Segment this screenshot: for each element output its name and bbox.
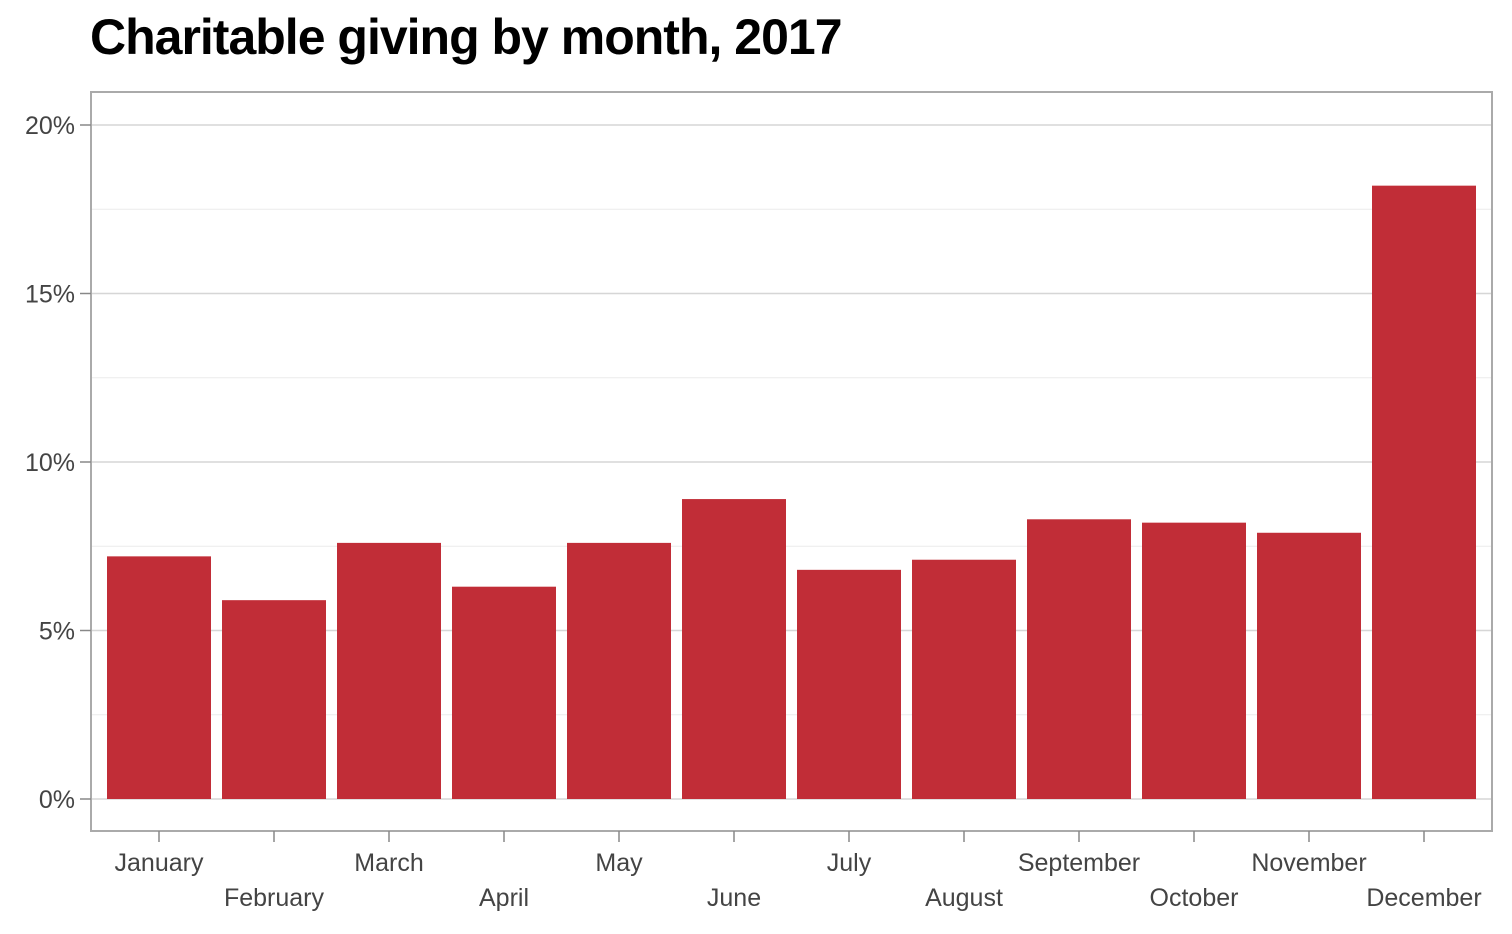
bar-may [567, 542, 671, 799]
bars [107, 185, 1476, 799]
bar-july [797, 569, 901, 799]
x-axis: January February March April May June July Augu… [115, 831, 1482, 912]
x-tick-label: March [354, 849, 423, 877]
bar-january [107, 556, 211, 799]
bar-june [682, 499, 786, 799]
bar-november [1257, 532, 1361, 799]
bar-october [1142, 522, 1246, 799]
x-tick-label: June [707, 884, 761, 912]
x-tick-label: December [1366, 884, 1481, 912]
bar-april [452, 586, 556, 799]
x-tick-label: July [827, 849, 872, 877]
chart-title: Charitable giving by month, 2017 [90, 9, 842, 65]
bar-march [337, 542, 441, 799]
bar-february [222, 600, 326, 799]
x-tick-label: September [1018, 849, 1140, 877]
x-tick-label: April [479, 884, 529, 912]
x-tick-label: February [224, 884, 325, 912]
y-tick-label: 5% [39, 618, 75, 646]
y-tick-label: 10% [25, 449, 75, 477]
x-tick-label: October [1150, 884, 1239, 912]
y-axis: 0% 5% 10% 15% 20% [25, 112, 91, 814]
bar-august [912, 559, 1016, 799]
bar-december [1372, 185, 1476, 799]
y-tick-label: 20% [25, 112, 75, 140]
x-tick-label: May [595, 849, 643, 877]
y-tick-label: 15% [25, 281, 75, 309]
y-tick-label: 0% [39, 786, 75, 814]
x-tick-label: January [115, 849, 204, 877]
x-tick-label: November [1251, 849, 1366, 877]
x-tick-label: August [925, 884, 1003, 912]
bar-september [1027, 519, 1131, 799]
